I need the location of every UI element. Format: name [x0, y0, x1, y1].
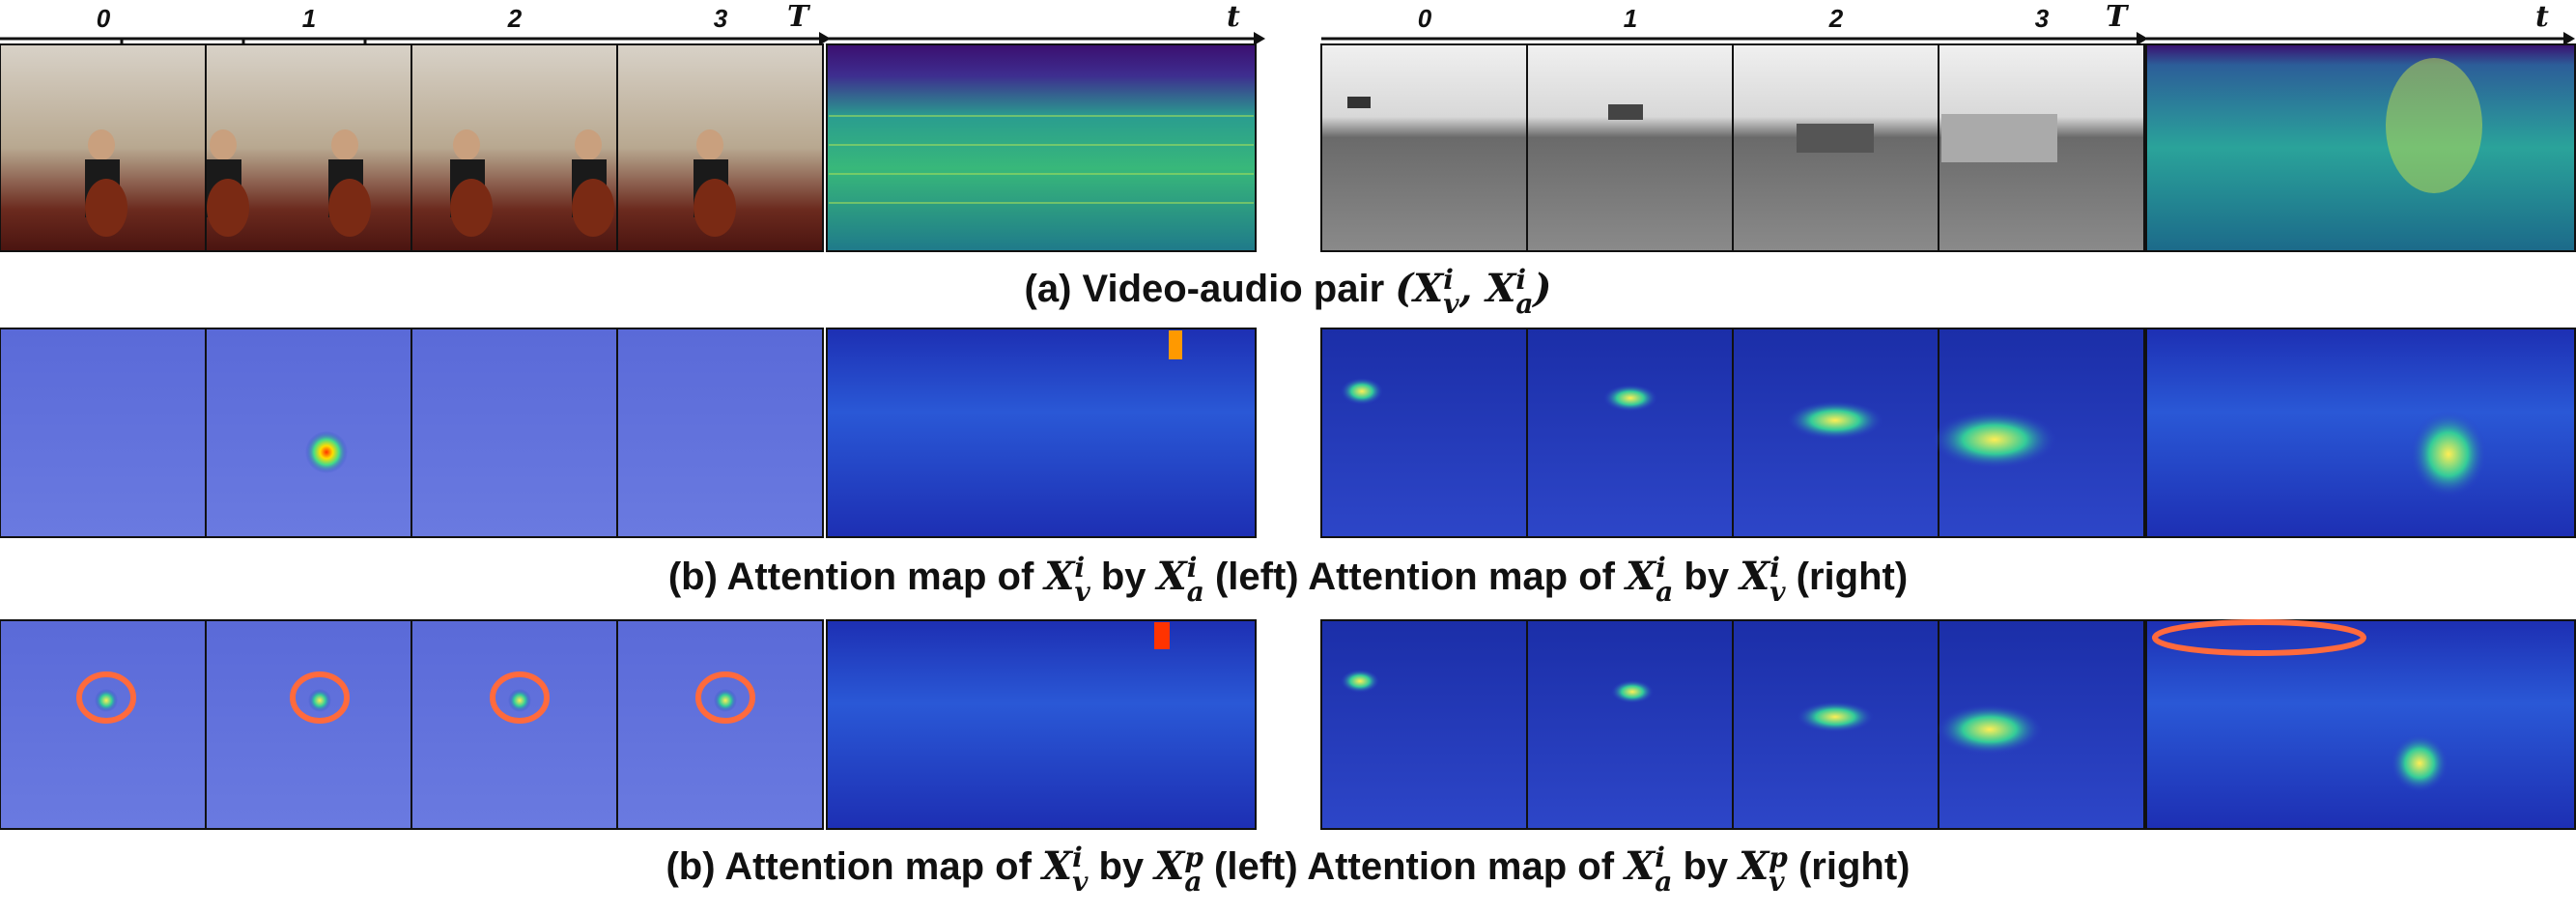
cello-player-figure — [85, 129, 736, 237]
left-audio-axis — [827, 32, 1265, 45]
row-a-left-spectrogram-bands — [829, 115, 1254, 204]
row-b1-right-frames — [1320, 328, 2145, 538]
row-b2-right-spectrogram — [2145, 619, 2576, 830]
left-tick-3: 3 — [713, 4, 728, 33]
left-tick-0: 0 — [96, 4, 111, 33]
right-tick-0: 0 — [1417, 4, 1432, 33]
row-b2-left-frames — [0, 619, 824, 830]
row-b2-left-spectrogram — [826, 619, 1257, 830]
row-b1-left-spectrogram-hotspot — [1169, 330, 1182, 359]
right-tick-1: 1 — [1623, 4, 1638, 33]
right-tick-3: 3 — [2034, 4, 2050, 33]
row-b2-left-spectrogram-hotspot — [1154, 622, 1170, 649]
row-b2-right-spectrogram-hotspot — [2391, 734, 2449, 792]
row-b1-right-spectrogram — [2145, 328, 2576, 538]
right-time-axis-label: T — [2106, 0, 2128, 34]
row-a-right-frames — [1320, 43, 2145, 252]
row-b2-right-spectrogram-highlight-ring — [2152, 619, 2366, 656]
row-a-left-spectrogram — [826, 43, 1257, 252]
right-time-axis — [1321, 32, 2148, 45]
row-a-left-frames — [0, 43, 824, 252]
left-tick-2: 2 — [507, 4, 523, 33]
row-b1-left-spectrogram — [826, 328, 1257, 538]
left-tick-1: 1 — [301, 4, 317, 33]
row-b2-right-frames — [1320, 619, 2145, 830]
right-audio-axis — [2146, 32, 2575, 45]
row-b1-right-spectrogram-hotspot — [2410, 411, 2487, 498]
row-b2-left-highlight-rings — [76, 671, 755, 724]
row-a-right-spectrogram — [2145, 43, 2576, 252]
row-a-right-spectrogram-burst — [2386, 58, 2482, 193]
left-time-axis-label: T — [787, 0, 809, 34]
right-audio-axis-label: t — [2535, 0, 2549, 34]
row-b1-left-frames — [0, 328, 824, 538]
left-audio-axis-label: t — [1227, 0, 1240, 34]
right-tick-2: 2 — [1828, 4, 1844, 33]
